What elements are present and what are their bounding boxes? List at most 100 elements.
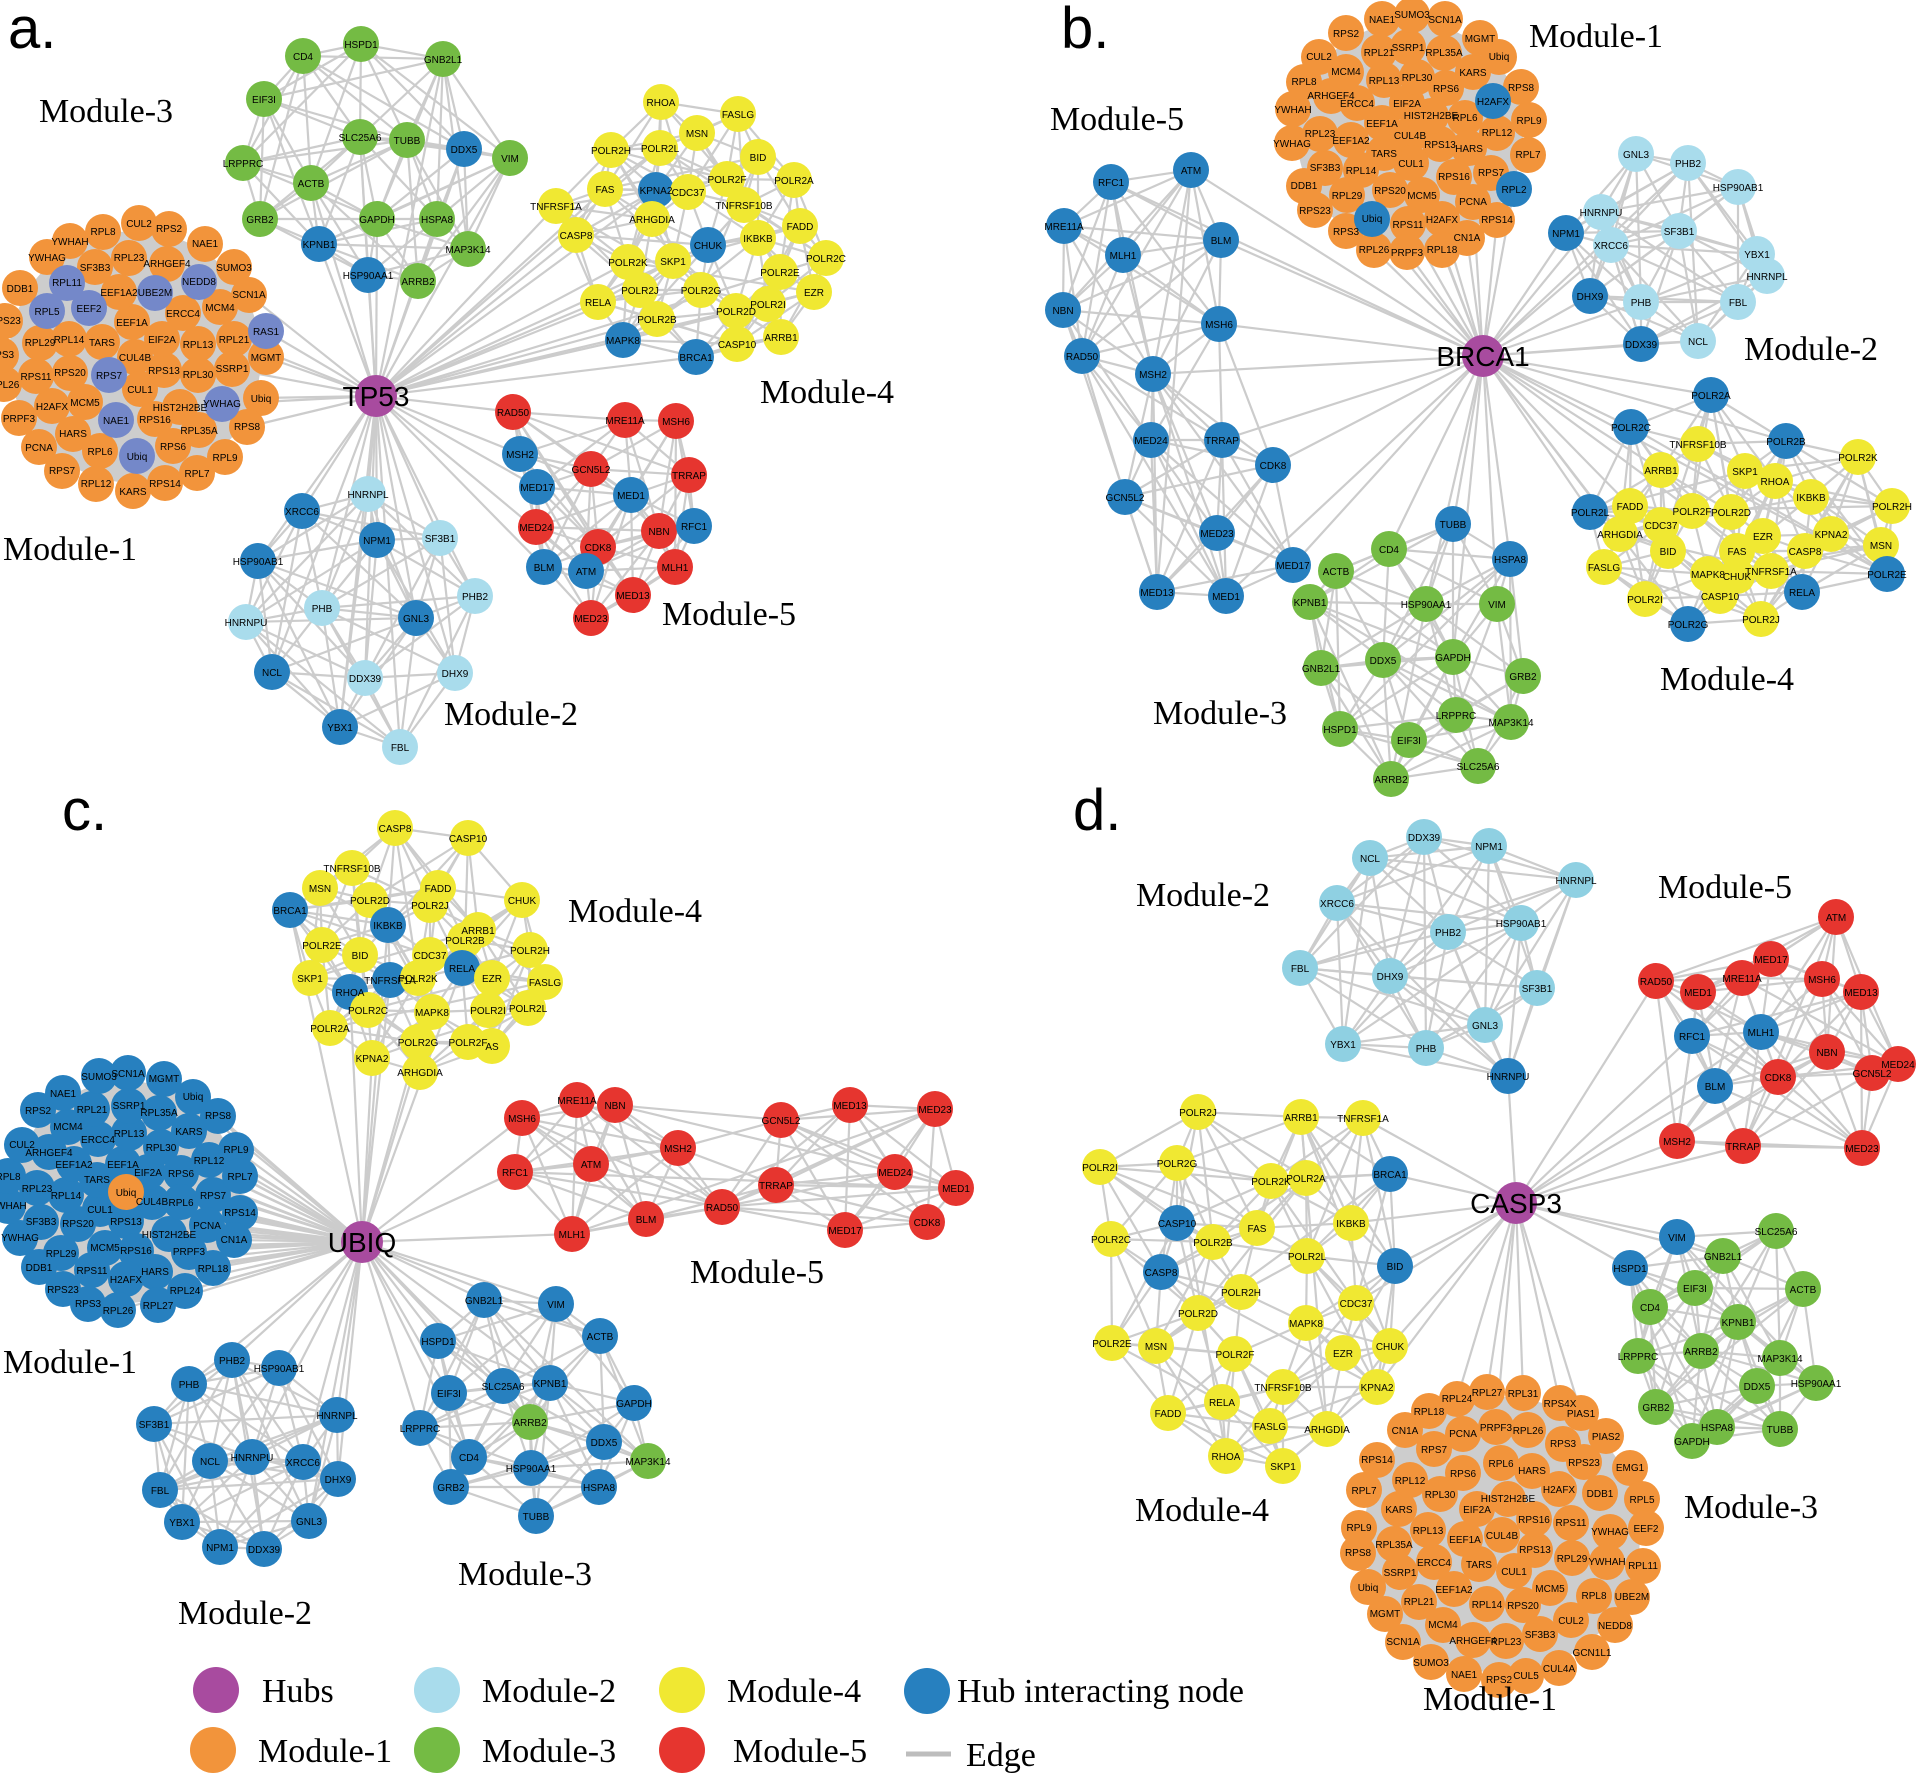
svg-text:UBE2M: UBE2M xyxy=(1615,1592,1649,1603)
svg-text:POLR2I: POLR2I xyxy=(1627,595,1663,606)
svg-text:HIST2H2BE: HIST2H2BE xyxy=(153,403,208,414)
svg-text:SF3B1: SF3B1 xyxy=(425,534,456,545)
svg-text:HSPD1: HSPD1 xyxy=(1613,1264,1647,1275)
svg-text:MED23: MED23 xyxy=(918,1105,952,1116)
svg-text:HSP90AA1: HSP90AA1 xyxy=(1791,1379,1842,1390)
svg-text:CDK8: CDK8 xyxy=(585,543,612,554)
svg-text:RPL27: RPL27 xyxy=(1472,1388,1503,1399)
svg-text:YWHAH: YWHAH xyxy=(51,237,88,248)
svg-text:POLR2A: POLR2A xyxy=(1286,1174,1326,1185)
svg-text:Module-2: Module-2 xyxy=(444,696,578,733)
svg-text:POLR2A: POLR2A xyxy=(1691,391,1731,402)
svg-text:PHB2: PHB2 xyxy=(462,592,489,603)
svg-text:CASP8: CASP8 xyxy=(1789,547,1822,558)
svg-text:POLR2I: POLR2I xyxy=(750,300,786,311)
svg-text:RPL8: RPL8 xyxy=(90,227,115,238)
svg-text:MCM4: MCM4 xyxy=(1428,1620,1458,1631)
svg-text:ARRB1: ARRB1 xyxy=(1284,1113,1318,1124)
svg-text:Module-4: Module-4 xyxy=(760,374,894,411)
svg-text:RELA: RELA xyxy=(1209,1398,1235,1409)
svg-text:RAD50: RAD50 xyxy=(706,1203,739,1214)
svg-text:MRE11A: MRE11A xyxy=(1044,222,1084,233)
svg-text:GNB2L1: GNB2L1 xyxy=(424,55,463,66)
svg-text:RPS16: RPS16 xyxy=(1438,172,1470,183)
svg-text:PCNA: PCNA xyxy=(1459,197,1487,208)
svg-text:RPL8: RPL8 xyxy=(1581,1591,1606,1602)
svg-text:POLR2L: POLR2L xyxy=(1288,1252,1327,1263)
svg-text:LRPPRC: LRPPRC xyxy=(400,1424,441,1435)
svg-text:YBX1: YBX1 xyxy=(1744,250,1770,261)
svg-text:RPL26: RPL26 xyxy=(0,380,20,391)
svg-text:SSRP1: SSRP1 xyxy=(1384,1568,1417,1579)
svg-text:MSN: MSN xyxy=(1145,1342,1167,1353)
svg-text:Ubiq: Ubiq xyxy=(1489,52,1510,63)
svg-text:MSN: MSN xyxy=(309,884,331,895)
svg-text:FASLG: FASLG xyxy=(529,978,561,989)
svg-text:BLM: BLM xyxy=(1211,236,1232,247)
svg-text:MCM5: MCM5 xyxy=(1535,1584,1565,1595)
svg-text:RFC1: RFC1 xyxy=(1679,1032,1706,1043)
svg-text:CASP8: CASP8 xyxy=(1145,1268,1178,1279)
svg-text:ERCC4: ERCC4 xyxy=(81,1135,115,1146)
svg-text:MAP3K14: MAP3K14 xyxy=(445,245,490,256)
svg-text:RELA: RELA xyxy=(1789,588,1815,599)
svg-text:EEF1A: EEF1A xyxy=(1449,1535,1481,1546)
svg-text:Module-1: Module-1 xyxy=(258,1733,392,1770)
svg-text:DDX5: DDX5 xyxy=(591,1438,618,1449)
svg-text:HNRNPL: HNRNPL xyxy=(1746,272,1788,283)
svg-text:SSRP1: SSRP1 xyxy=(113,1101,146,1112)
svg-text:FBL: FBL xyxy=(391,743,410,754)
svg-text:RPL9: RPL9 xyxy=(1346,1523,1371,1534)
svg-text:MED1: MED1 xyxy=(617,491,645,502)
svg-text:POLR2K: POLR2K xyxy=(1251,1177,1291,1188)
svg-text:POLR2J: POLR2J xyxy=(1742,615,1780,626)
svg-text:FASLG: FASLG xyxy=(722,110,754,121)
svg-text:MED23: MED23 xyxy=(1845,1144,1879,1155)
svg-text:RAD50: RAD50 xyxy=(1066,352,1099,363)
svg-text:EIF2A: EIF2A xyxy=(1463,1505,1491,1516)
svg-text:Module-3: Module-3 xyxy=(1153,695,1287,732)
svg-text:POLR2F: POLR2F xyxy=(1673,507,1712,518)
svg-text:HNRNPU: HNRNPU xyxy=(1487,1072,1530,1083)
svg-text:SF3B1: SF3B1 xyxy=(1664,227,1695,238)
svg-text:GAPDH: GAPDH xyxy=(359,215,395,226)
svg-text:MED13: MED13 xyxy=(1844,988,1878,999)
svg-text:RPS11: RPS11 xyxy=(21,372,52,383)
svg-text:RPL9: RPL9 xyxy=(223,1145,248,1156)
svg-text:RPL6: RPL6 xyxy=(168,1198,193,1209)
svg-text:TUBB: TUBB xyxy=(394,136,421,147)
svg-text:BRCA1: BRCA1 xyxy=(1436,341,1529,372)
svg-text:EIF2A: EIF2A xyxy=(134,1168,162,1179)
svg-text:RPL21: RPL21 xyxy=(77,1105,108,1116)
svg-text:GNB2L1: GNB2L1 xyxy=(1704,1252,1743,1263)
svg-text:RFC1: RFC1 xyxy=(681,522,708,533)
svg-text:MSH2: MSH2 xyxy=(664,1144,692,1155)
svg-text:KPNB1: KPNB1 xyxy=(303,240,336,251)
svg-text:Ubiq: Ubiq xyxy=(183,1092,204,1103)
svg-text:RPS11: RPS11 xyxy=(1556,1518,1587,1529)
svg-text:CASP10: CASP10 xyxy=(1701,592,1740,603)
svg-text:RPL29: RPL29 xyxy=(1557,1554,1588,1565)
svg-text:FADD: FADD xyxy=(787,222,814,233)
svg-text:KPNA2: KPNA2 xyxy=(356,1054,389,1065)
svg-text:RPL8: RPL8 xyxy=(0,1172,21,1183)
svg-text:POLR2G: POLR2G xyxy=(398,1038,439,1049)
svg-text:FASLG: FASLG xyxy=(1588,563,1620,574)
svg-text:ARHGDIA: ARHGDIA xyxy=(397,1068,443,1079)
svg-text:POLR2L: POLR2L xyxy=(1571,508,1610,519)
svg-text:FAS: FAS xyxy=(1728,547,1747,558)
svg-text:GAPDH: GAPDH xyxy=(1435,653,1471,664)
svg-text:RPS2: RPS2 xyxy=(25,1106,52,1117)
svg-text:RPL30: RPL30 xyxy=(1425,1490,1456,1501)
svg-text:MED13: MED13 xyxy=(616,591,650,602)
svg-text:RPL5: RPL5 xyxy=(1629,1495,1654,1506)
svg-text:RPL18: RPL18 xyxy=(1427,245,1458,256)
svg-text:HSP90AB1: HSP90AB1 xyxy=(254,1364,305,1375)
svg-text:NAE1: NAE1 xyxy=(103,416,130,427)
svg-text:NBN: NBN xyxy=(1052,306,1073,317)
svg-text:RPS7: RPS7 xyxy=(96,371,123,382)
svg-text:Module-5: Module-5 xyxy=(690,1254,824,1291)
svg-text:BID: BID xyxy=(750,153,767,164)
svg-text:PHB: PHB xyxy=(1416,1044,1437,1055)
svg-text:CUL5: CUL5 xyxy=(1513,1671,1539,1682)
